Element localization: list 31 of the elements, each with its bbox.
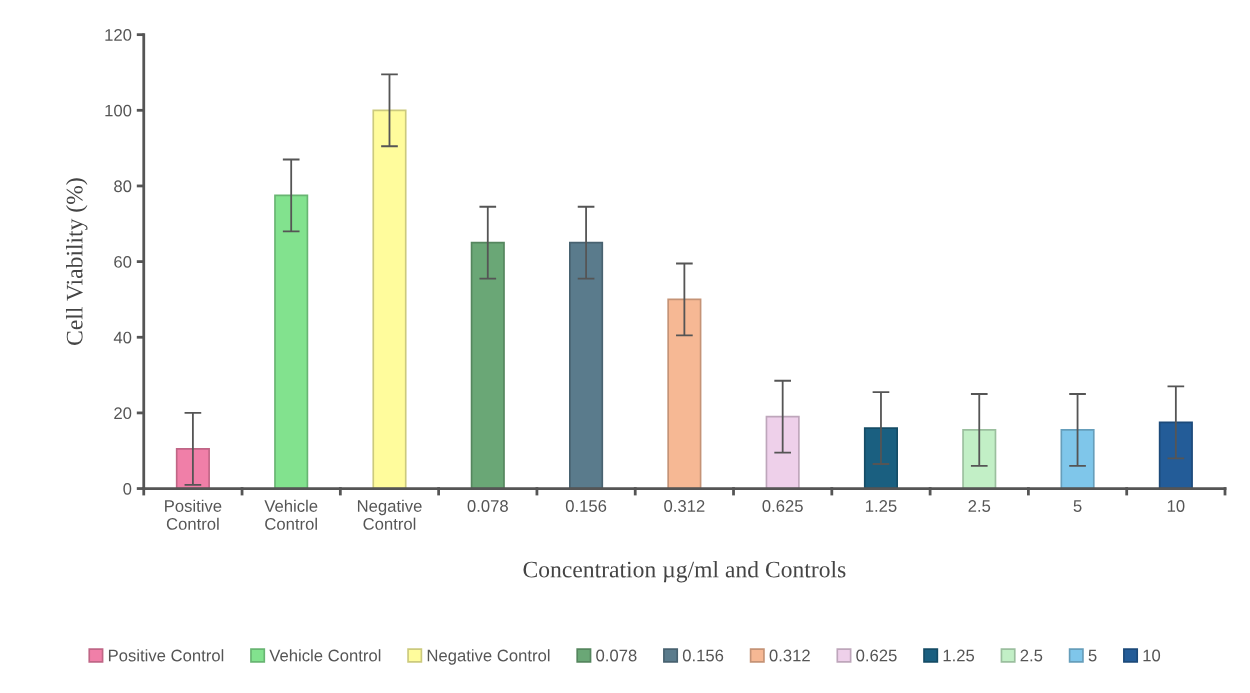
- legend-label: Negative Control: [427, 649, 550, 665]
- legend-label: 10: [1143, 649, 1161, 662]
- x-tick-label: 0.312: [664, 500, 705, 512]
- x-tick-label: Positive Control: [165, 499, 222, 530]
- legend-label: 2.5: [1020, 649, 1043, 662]
- y-axis-title: Cell Viability (%): [65, 178, 88, 345]
- legend-label: 1.25: [943, 649, 975, 662]
- x-axis-title: Concentration µg/ml and Controls: [523, 560, 846, 583]
- legend-label: 0.625: [856, 649, 897, 662]
- x-tick-label: 0.625: [762, 500, 803, 512]
- legend-label: 0.312: [769, 649, 810, 662]
- x-tick-label: 0.156: [565, 500, 607, 512]
- y-tick-label: 40: [113, 331, 132, 344]
- legend-label: 0.156: [682, 649, 724, 662]
- y-tick-label: 100: [105, 104, 132, 117]
- legend-label: 5: [1088, 649, 1097, 662]
- legend-label: Positive Control: [108, 649, 224, 662]
- y-tick-label: 80: [114, 180, 132, 193]
- legend-label: 0.078: [596, 649, 637, 662]
- x-tick-label: 5: [1073, 500, 1082, 512]
- x-tick-label: 10: [1167, 500, 1185, 512]
- y-tick-label: 20: [114, 407, 132, 420]
- y-tick-label: 60: [114, 256, 132, 268]
- x-tick-label: Vehicle Control: [264, 499, 318, 530]
- legend-label: Vehicle Control: [269, 649, 381, 662]
- y-tick-label: 120: [105, 29, 132, 41]
- x-tick-label: 2.5: [968, 500, 991, 512]
- x-tick-label: Negative Control: [357, 499, 422, 530]
- x-tick-label: 1.25: [866, 500, 897, 512]
- y-tick-label: 0: [123, 482, 132, 495]
- x-tick-label: 0.078: [467, 500, 508, 512]
